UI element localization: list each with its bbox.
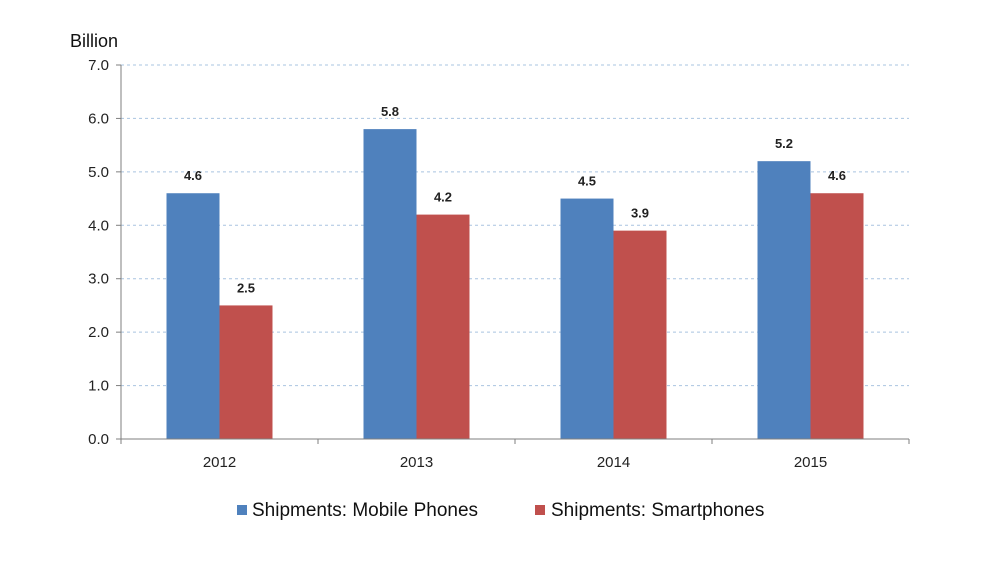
bars: [166, 129, 864, 439]
y-tick-label: 4.0: [88, 217, 109, 234]
bar-smartphones-2014: [613, 230, 667, 439]
y-tick-label: 2.0: [88, 324, 109, 341]
bar-smartphones-2013: [416, 214, 470, 439]
bar-smartphones-2015: [810, 193, 864, 439]
legend-swatch-smartphones: [535, 505, 545, 515]
bar-smartphones-2012: [219, 305, 273, 439]
y-tick-label: 0.0: [88, 431, 109, 448]
y-tick-label: 6.0: [88, 110, 109, 127]
legend-label-mobile-phones: Shipments: Mobile Phones: [252, 500, 478, 521]
legend: Shipments: Mobile Phones Shipments: Smar…: [237, 500, 764, 521]
x-tick-label: 2013: [400, 454, 433, 471]
y-axis-unit-label: Billion: [70, 31, 118, 51]
x-axis-ticks: 2012 2013 2014 2015: [120, 439, 910, 471]
data-labels: 4.6 2.5 5.8 4.2 4.5 3.9 5.2 4.6: [184, 104, 846, 295]
legend-swatch-mobile-phones: [237, 505, 247, 515]
y-tick-label: 5.0: [88, 164, 109, 181]
y-axis-ticks: 0.0 1.0 2.0 3.0 4.0 5.0 6.0 7.0: [88, 57, 121, 448]
data-label: 4.2: [434, 190, 452, 205]
data-label: 5.2: [775, 136, 793, 151]
y-tick-label: 3.0: [88, 271, 109, 288]
bar-mobile-phones-2012: [166, 193, 220, 439]
data-label: 4.5: [578, 174, 596, 189]
y-tick-label: 1.0: [88, 378, 109, 395]
data-label: 5.8: [381, 104, 399, 119]
bar-mobile-phones-2015: [757, 161, 811, 439]
x-tick-label: 2012: [203, 454, 236, 471]
data-label: 2.5: [237, 280, 255, 295]
x-tick-label: 2015: [794, 454, 827, 471]
y-tick-label: 7.0: [88, 57, 109, 74]
data-label: 4.6: [828, 168, 846, 183]
bar-mobile-phones-2013: [363, 129, 417, 439]
legend-label-smartphones: Shipments: Smartphones: [551, 500, 764, 521]
data-label: 3.9: [631, 206, 649, 221]
x-tick-label: 2014: [597, 454, 630, 471]
bar-mobile-phones-2014: [560, 198, 614, 439]
data-label: 4.6: [184, 168, 202, 183]
